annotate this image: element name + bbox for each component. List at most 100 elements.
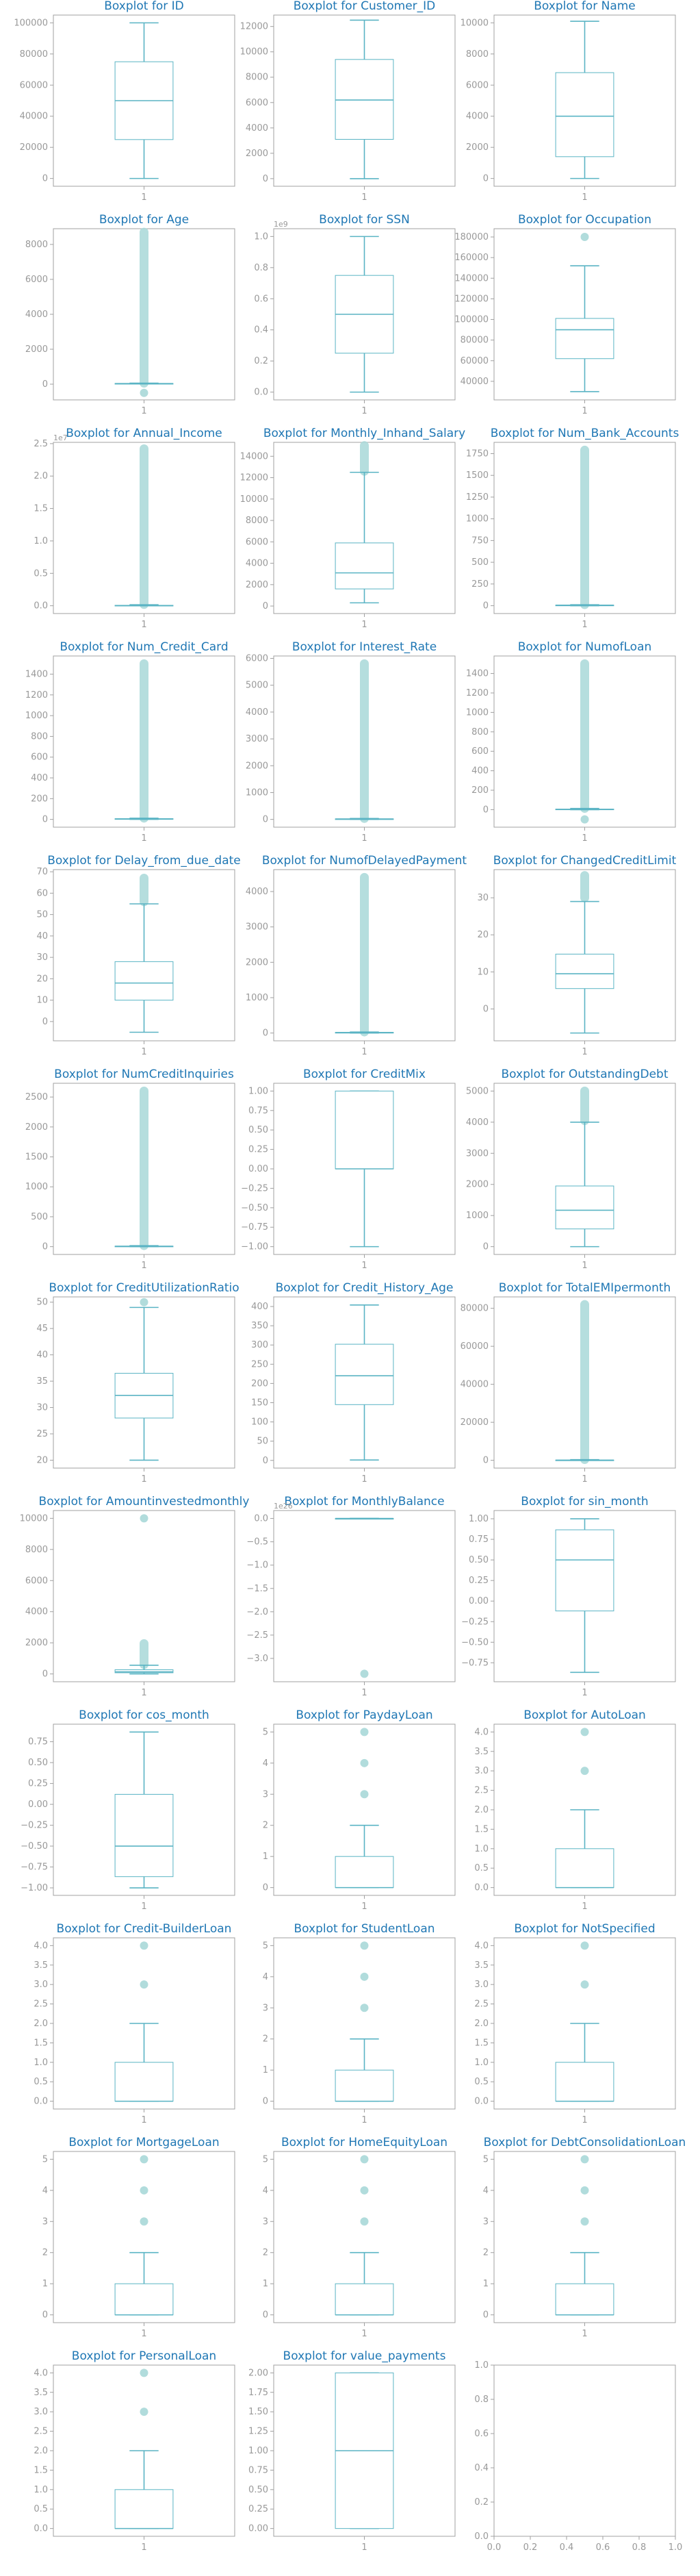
chart-title: Boxplot for CreditUtilizationRatio (49, 1281, 239, 1295)
y-tick-label: −0.25 (21, 1821, 48, 1831)
outlier-band (580, 659, 589, 813)
x-tick-label: 1 (582, 2329, 587, 2339)
y-tick-label: 4000 (246, 887, 268, 897)
y-tick-label: 1000 (466, 1211, 489, 1221)
y-tick-label: 3000 (246, 734, 268, 744)
y-tick-label: 1.5 (474, 2038, 489, 2048)
y-tick-label: 80000 (20, 49, 48, 60)
y-tick-label: 4 (483, 2186, 489, 2196)
y-tick-label: 5 (263, 1941, 268, 1951)
y-tick-label: 3000 (246, 922, 268, 933)
x-tick-label: 0.6 (596, 2542, 610, 2553)
y-tick-label: 8000 (25, 240, 48, 250)
x-tick-label: 1 (361, 192, 367, 203)
x-tick-label: 1 (361, 1688, 367, 1698)
iqr-box (335, 2283, 394, 2316)
y-tick-label: 1750 (466, 449, 489, 459)
outlier-point (140, 2155, 148, 2164)
y-tick-label: 2 (263, 2034, 268, 2045)
iqr-box (114, 1669, 174, 1674)
plot-frame (273, 1510, 456, 1682)
y-tick-label: 40000 (20, 112, 48, 122)
iqr-box (335, 2069, 394, 2102)
y-tick-label: 0 (483, 2310, 489, 2321)
x-tick-label: 1 (141, 2329, 146, 2339)
y-tick-label: 60000 (461, 1341, 489, 1352)
outlier-band (360, 872, 369, 1037)
y-tick-label: 1.5 (34, 2038, 48, 2048)
subplot-3: Boxplot for Name 0 2000 4000 6000 8000 10000 1 (461, 0, 676, 203)
y-tick-label: −0.75 (241, 1222, 268, 1233)
y-tick-label: 0 (42, 379, 48, 390)
y-tick-label: 600 (471, 746, 489, 757)
subplot-25: Boxplot for cos_month −1.00 −0.75 −0.50 −0.2… (21, 1708, 235, 1912)
y-tick-label: 100000 (454, 315, 489, 325)
y-tick-label: 0.25 (28, 1779, 48, 1789)
y-tick-label: 4 (42, 2186, 48, 2196)
y-tick-label: 40 (36, 931, 48, 942)
x-tick-label: 1 (361, 406, 367, 416)
y-tick-label: 25 (36, 1429, 48, 1439)
y-tick-label: 0.6 (474, 2429, 489, 2439)
outlier-point (360, 1972, 369, 1981)
y-tick-label: 0.0 (254, 388, 268, 398)
y-tick-label: 4000 (246, 559, 268, 569)
y-tick-label: −1.0 (246, 1561, 268, 1571)
x-tick-label: 1 (361, 2115, 367, 2125)
chart-title: Boxplot for SSN (319, 213, 410, 227)
subplot-20: Boxplot for Credit_History_Age 0 50 100 150 2… (251, 1281, 456, 1485)
y-tick-label: −1.5 (246, 1584, 268, 1594)
y-tick-label: 60000 (20, 80, 48, 90)
chart-title: Boxplot for Customer_ID (294, 0, 436, 13)
y-tick-label: 1 (263, 2279, 268, 2289)
y-tick-label: 0.75 (28, 1737, 48, 1747)
iqr-box (555, 1185, 614, 1230)
y-tick-label: 20 (477, 930, 489, 940)
y-tick-label: 2000 (466, 1180, 489, 1190)
y-tick-label: 800 (31, 731, 48, 742)
x-tick-label: 1 (582, 833, 587, 844)
subplot-35: Boxplot for value_payments 0.00 0.25 0.50 0.… (248, 2349, 456, 2553)
y-tick-label: 4000 (25, 310, 48, 320)
y-tick-label: 3.0 (474, 1766, 489, 1776)
y-tick-label: 6000 (25, 275, 48, 285)
outlier-point (140, 1941, 148, 1950)
x-tick-label: 1 (582, 1047, 587, 1057)
x-tick-label: 1 (361, 1474, 367, 1485)
chart-title: Boxplot for value_payments (283, 2349, 446, 2363)
y-tick-label: 1.5 (34, 504, 48, 514)
y-tick-label: 1400 (466, 669, 489, 679)
y-tick-label: 5000 (466, 1086, 489, 1096)
y-tick-label: 0.2 (474, 2497, 489, 2508)
chart-title: Boxplot for Occupation (518, 213, 651, 227)
y-tick-label: 8000 (466, 49, 489, 60)
subplot-6: Boxplot for Occupation 40000 60000 80000 100… (454, 213, 676, 416)
y-tick-label: 0.0 (474, 2531, 489, 2542)
y-tick-label: 2000 (25, 1638, 48, 1648)
iqr-box (555, 953, 614, 989)
outlier-point (360, 2155, 369, 2164)
subplot-16: Boxplot for NumCreditInquiries 0 500 1000 15… (25, 1068, 235, 1271)
outlier-band (360, 659, 369, 823)
y-tick-label: 0.0 (34, 2097, 48, 2107)
y-tick-label: 0.8 (474, 2395, 489, 2405)
y-tick-label: 6000 (25, 1576, 48, 1586)
iqr-box (114, 2489, 174, 2529)
y-tick-label: 200 (471, 785, 489, 796)
y-tick-label: 2 (483, 2248, 489, 2258)
x-tick-label: 1 (361, 833, 367, 844)
chart-title: Boxplot for HomeEquityLoan (281, 2136, 448, 2149)
outlier-point (140, 1298, 148, 1306)
chart-title: Boxplot for cos_month (79, 1708, 209, 1722)
y-tick-label: 0 (263, 2310, 268, 2321)
y-tick-label: 3.5 (474, 1960, 489, 1971)
y-tick-label: 2.5 (34, 2427, 48, 2437)
y-tick-label: 600 (31, 753, 48, 763)
x-tick-label: 1 (582, 1902, 587, 1912)
outlier-point (140, 2408, 148, 2416)
y-tick-label: 1.5 (34, 2465, 48, 2475)
x-tick-label: 1 (141, 1261, 146, 1271)
y-tick-label: 1.00 (248, 1086, 268, 1096)
y-tick-label: 0.00 (28, 1800, 48, 1810)
y-tick-label: 1250 (466, 492, 489, 503)
